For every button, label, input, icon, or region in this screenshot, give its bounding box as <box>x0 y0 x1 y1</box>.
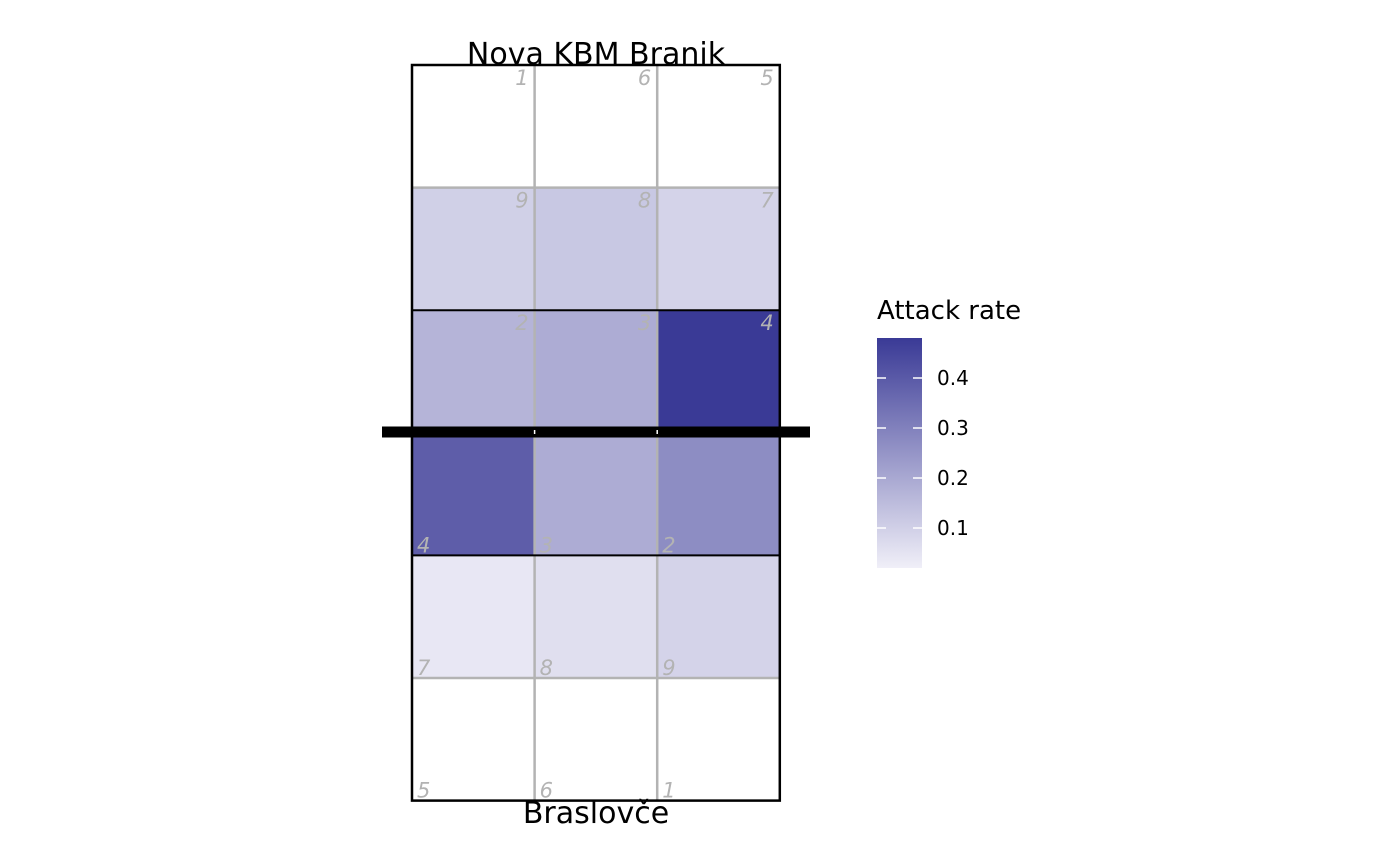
heatmap-cell-top-zone-1 <box>412 65 535 188</box>
heatmap-cell-top-zone-5 <box>657 65 780 188</box>
court-grid <box>382 63 810 802</box>
zone-label-bottom-9: 9 <box>662 656 675 680</box>
zone-label-top-2: 2 <box>515 311 528 335</box>
heatmap-cell-top-zone-4 <box>657 310 780 433</box>
zone-label-top-6: 6 <box>638 66 651 90</box>
zone-label-top-1: 1 <box>515 66 528 90</box>
heatmap-cell-bottom-zone-2 <box>657 432 780 556</box>
heatmap-cell-top-zone-7 <box>657 187 780 311</box>
legend-ticks: 0.1 0.2 0.3 0.4 <box>877 366 969 540</box>
zone-label-bottom-1: 1 <box>662 779 675 803</box>
zone-label-bottom-8: 8 <box>540 656 553 680</box>
heatmap-cell-bottom-zone-4 <box>412 432 535 556</box>
zone-label-bottom-2: 2 <box>662 533 675 557</box>
legend-tick-label-3: 0.4 <box>937 366 969 390</box>
heatmap-cell-bottom-zone-8 <box>534 555 658 678</box>
top-team-label: Nova KBM Branik <box>467 37 726 72</box>
legend-tick-label-1: 0.2 <box>937 466 969 490</box>
zone-label-bottom-6: 6 <box>540 779 553 803</box>
zone-label-top-5: 5 <box>760 66 773 90</box>
heatmap-cell-top-zone-6 <box>534 65 658 188</box>
zone-label-bottom-3: 3 <box>540 533 553 557</box>
legend-tick-label-0: 0.1 <box>937 516 969 540</box>
heatmap-cell-bottom-zone-5 <box>412 678 535 801</box>
zone-numbers: 1 6 5 9 8 7 2 3 4 4 3 2 7 8 9 5 6 1 <box>417 66 774 803</box>
zone-label-top-3: 3 <box>638 311 651 335</box>
heatmap-cell-top-zone-3 <box>534 310 658 433</box>
heatmap-cell-bottom-zone-1 <box>657 678 780 801</box>
zone-label-bottom-5: 5 <box>417 779 430 803</box>
heatmap-cell-bottom-zone-6 <box>534 678 658 801</box>
heatmap-cell-bottom-zone-9 <box>657 555 780 678</box>
zone-label-top-7: 7 <box>760 189 774 213</box>
heatmap-cells <box>412 65 780 801</box>
zone-label-bottom-7: 7 <box>417 656 431 680</box>
zone-label-top-9: 9 <box>515 189 528 213</box>
zone-label-bottom-4: 4 <box>417 533 430 557</box>
legend-tick-label-2: 0.3 <box>937 416 969 440</box>
zone-label-top-4: 4 <box>760 311 773 335</box>
legend-colorbar <box>877 338 922 568</box>
heatmap-cell-top-zone-8 <box>534 187 658 311</box>
heatmap-cell-bottom-zone-7 <box>412 555 535 678</box>
legend-title: Attack rate <box>877 296 1021 326</box>
heatmap-cell-top-zone-2 <box>412 310 535 433</box>
zone-label-top-8: 8 <box>638 189 651 213</box>
bottom-team-label: Braslovče <box>523 796 669 831</box>
heatmap-cell-top-zone-9 <box>412 187 535 311</box>
color-legend: Attack rate 0.1 0.2 0.3 0.4 <box>877 296 1021 568</box>
heatmap-cell-bottom-zone-3 <box>534 432 658 556</box>
